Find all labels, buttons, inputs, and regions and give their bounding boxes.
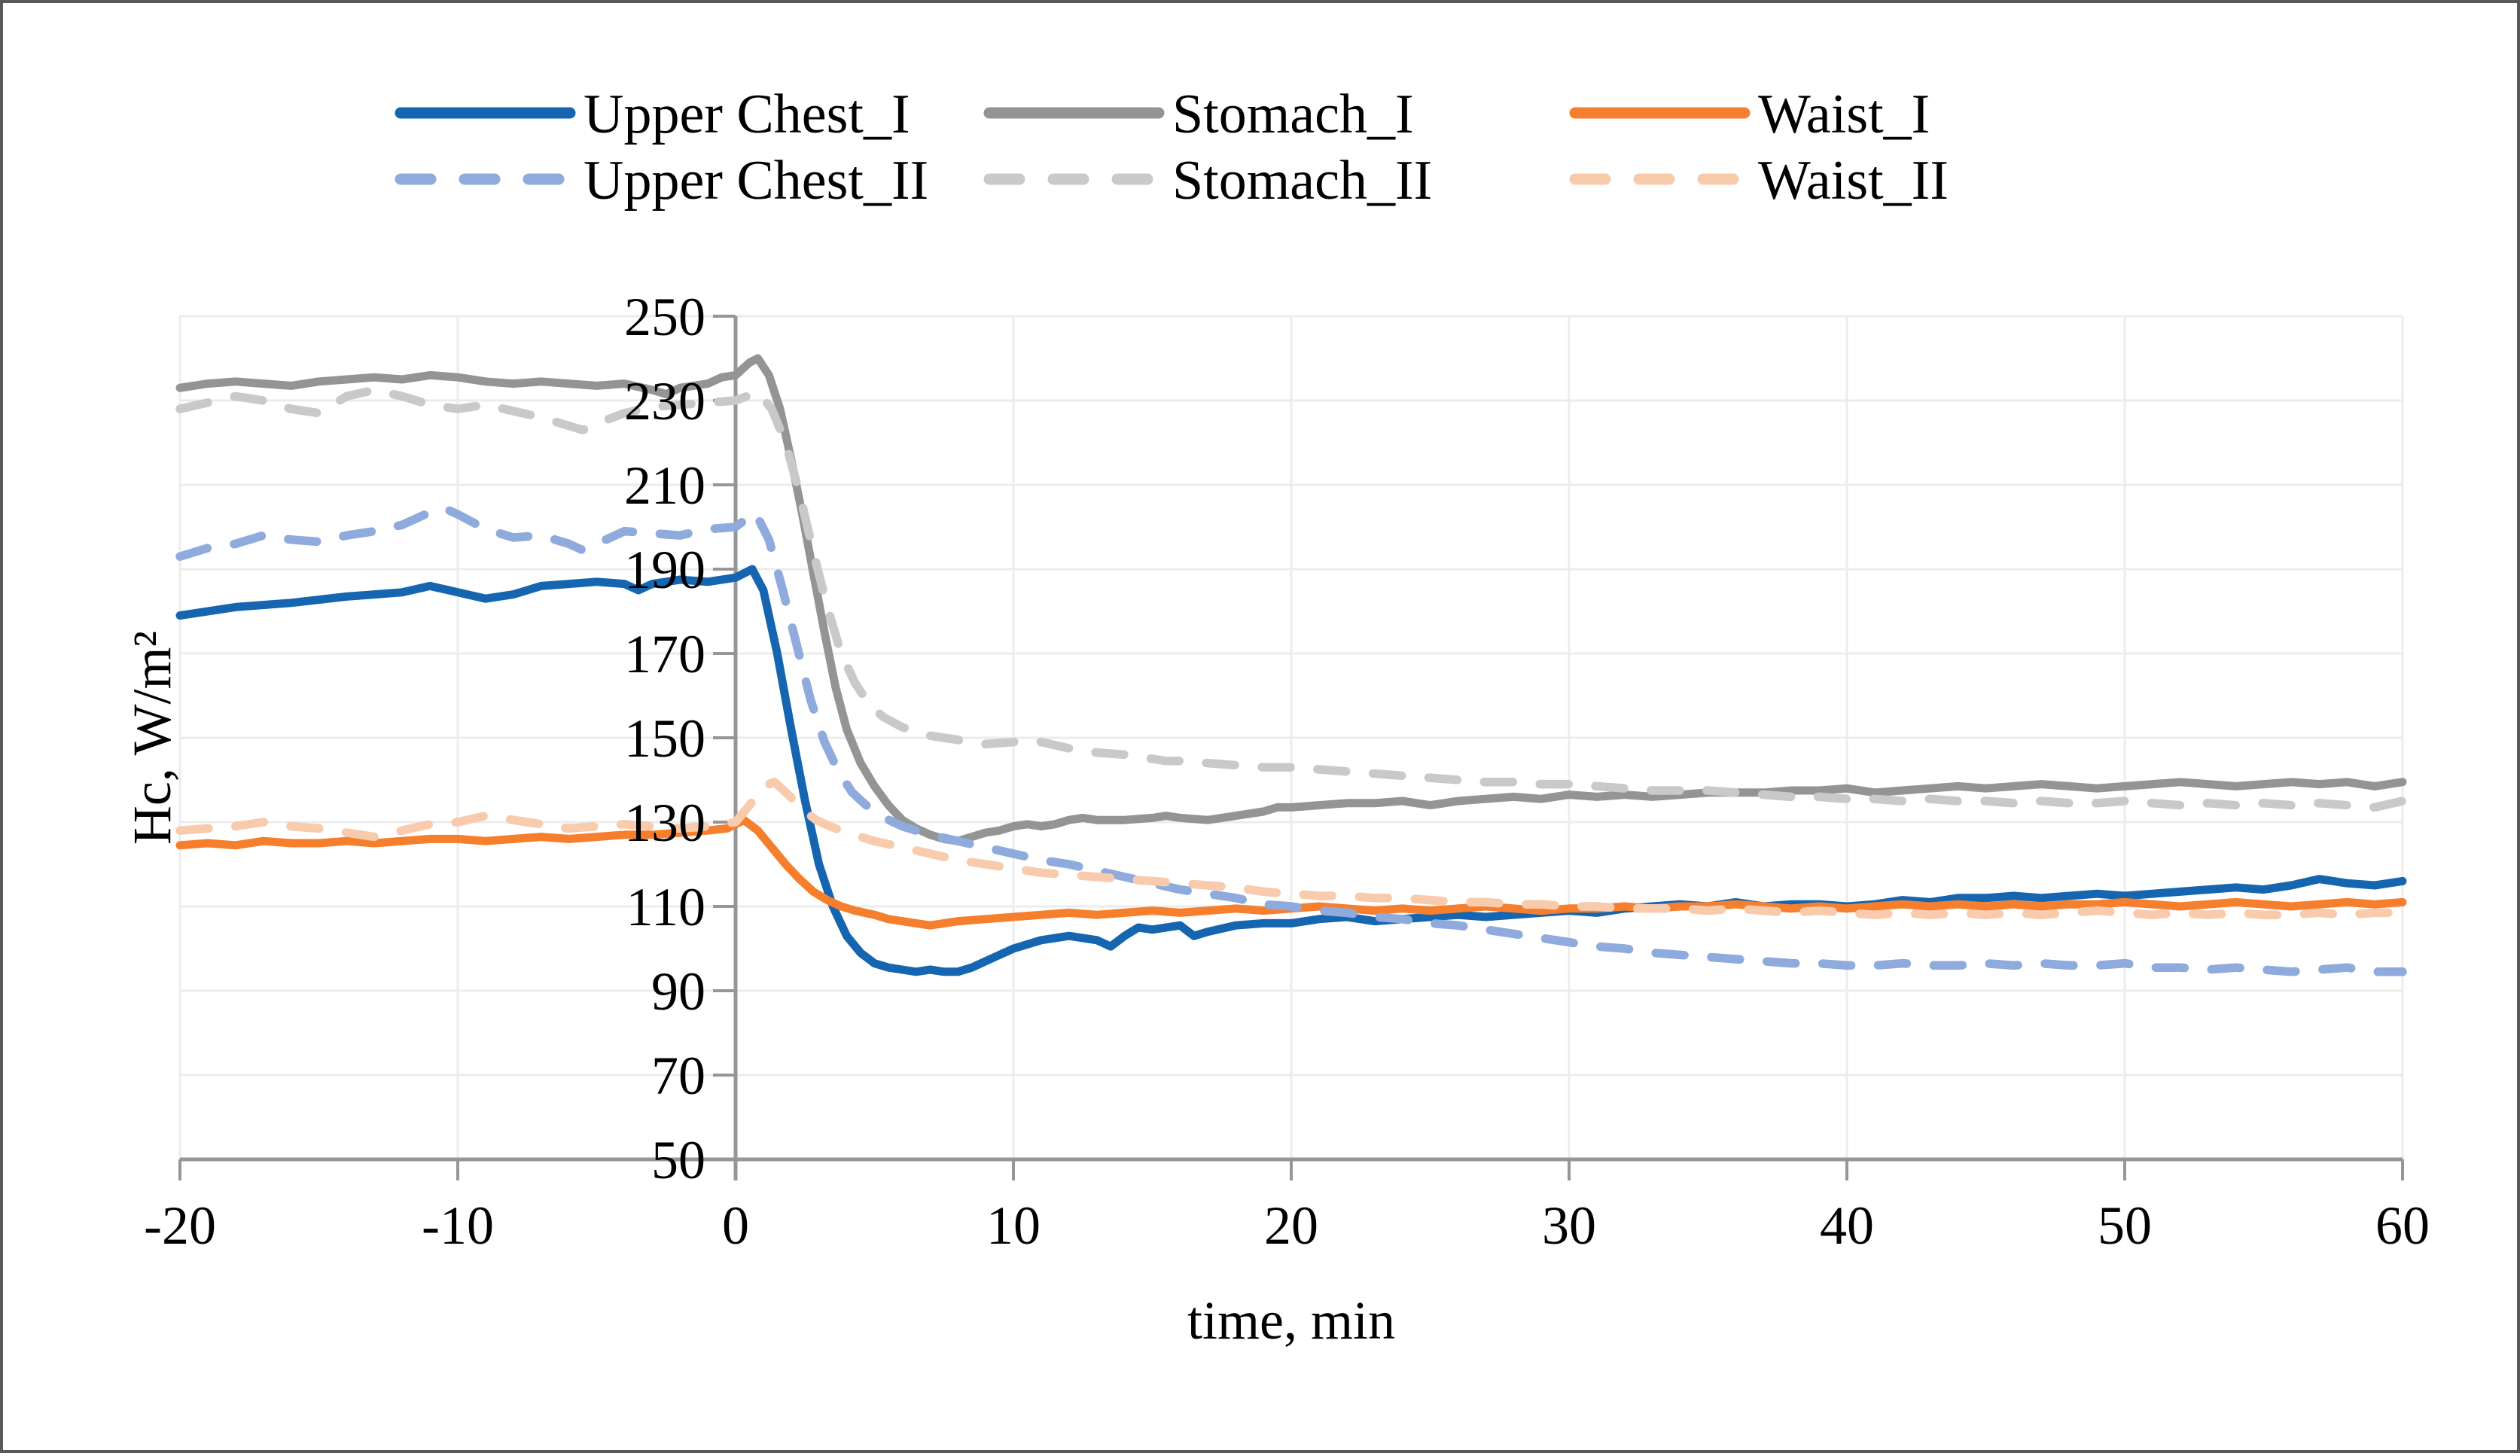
legend: Upper Chest_I Stomach_I Waist_I Upper Chest… xyxy=(395,84,1949,212)
series-upper-chest-i-line xyxy=(175,565,2407,976)
x-tick-label: 40 xyxy=(1820,1196,1874,1256)
legend-item: Stomach_I xyxy=(983,84,1414,145)
gridlines xyxy=(178,315,2404,1159)
x-tick-label: 20 xyxy=(1264,1196,1318,1256)
y-axis-title: Hc, W/m² xyxy=(122,631,182,845)
line-chart: -20 -10 0 10 20 30 40 50 60 50 70 90 110 130 150 170 190… xyxy=(122,84,2430,1351)
series-upper-chest-ii-line xyxy=(175,504,2407,976)
series-waist-ii-line xyxy=(175,778,2407,919)
legend-label: Waist_II xyxy=(1758,150,1949,212)
legend-item: Upper Chest_II xyxy=(395,150,928,212)
y-tick-label: 250 xyxy=(624,287,705,347)
x-tick-label: 60 xyxy=(2375,1196,2430,1256)
legend-label: Waist_I xyxy=(1758,84,1930,145)
y-tick-label: 50 xyxy=(651,1130,705,1190)
y-tick-label: 70 xyxy=(651,1046,705,1106)
series-waist-i-line xyxy=(175,815,2407,930)
x-tick-label: 0 xyxy=(722,1196,749,1256)
legend-item: Waist_I xyxy=(1569,84,1930,145)
x-tick-label: 10 xyxy=(986,1196,1041,1256)
y-tick-label: 90 xyxy=(651,961,705,1022)
legend-item: Upper Chest_I xyxy=(395,84,910,145)
y-tick-label: 110 xyxy=(626,877,705,937)
y-tick-label: 170 xyxy=(624,624,705,684)
y-tick-label: 230 xyxy=(624,371,705,431)
x-tick-label: 30 xyxy=(1542,1196,1596,1256)
tick-labels: -20 -10 0 10 20 30 40 50 60 50 70 90 110 130 150 170 190… xyxy=(144,287,2430,1256)
y-tick-label: 210 xyxy=(624,455,705,516)
y-tick-label: 150 xyxy=(624,708,705,769)
series-stomach-ii-line xyxy=(175,385,2407,812)
legend-label: Upper Chest_II xyxy=(584,150,928,212)
legend-item: Stomach_II xyxy=(983,150,1432,212)
x-axis-title: time, min xyxy=(1187,1290,1395,1351)
series-lines xyxy=(175,354,2407,976)
legend-label: Stomach_I xyxy=(1172,84,1414,145)
x-tick-label: 50 xyxy=(2098,1196,2152,1256)
x-tick-label: -20 xyxy=(144,1196,216,1256)
legend-label: Stomach_II xyxy=(1172,150,1432,212)
legend-label: Upper Chest_I xyxy=(584,84,910,145)
series-stomach-i-line xyxy=(175,354,2407,845)
legend-item: Waist_II xyxy=(1569,150,1949,212)
x-tick-label: -10 xyxy=(422,1196,494,1256)
y-tick-label: 190 xyxy=(624,540,705,600)
y-tick-label: 130 xyxy=(624,793,705,853)
